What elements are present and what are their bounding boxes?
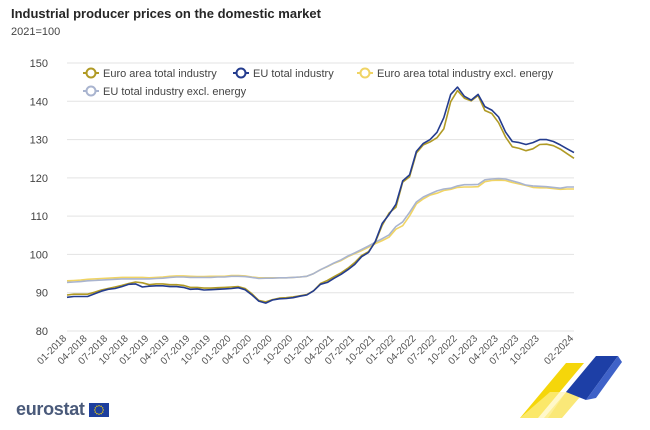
flag-star (100, 405, 102, 407)
y-tick-label: 80 (36, 326, 48, 338)
legend-label: Euro area total industry (103, 68, 217, 80)
flag-star (93, 408, 96, 411)
legend-label: EU total industry excl. energy (103, 86, 247, 98)
chart-title: Industrial producer prices on the domest… (11, 6, 321, 21)
y-tick-label: 130 (30, 135, 48, 147)
flag-star (97, 413, 100, 415)
y-tick-label: 150 (30, 58, 48, 70)
y-tick-label: 120 (30, 173, 48, 185)
legend[interactable]: Euro area total industry EU total industr… (83, 67, 554, 98)
legend-label: Euro area total industry excl. energy (377, 68, 554, 80)
y-tick-label: 140 (30, 96, 48, 108)
flag-star (102, 408, 104, 411)
series-group (66, 86, 575, 304)
series-line-1 (66, 86, 575, 304)
y-axis: 80 90 100 110 120 130 140 150 (30, 58, 48, 338)
series-line-3 (66, 177, 574, 284)
y-tick-label: 110 (30, 211, 48, 223)
legend-item-1[interactable]: EU total industry (233, 67, 334, 80)
flag-star (100, 412, 102, 414)
flag-star (94, 406, 96, 409)
legend-label: EU total industry (253, 68, 334, 80)
legend-item-2[interactable]: Euro area total industry excl. energy (357, 67, 554, 80)
legend-marker (85, 67, 97, 79)
flag-star (94, 410, 96, 413)
legend-marker (359, 67, 371, 79)
legend-marker (235, 67, 247, 79)
flag-star (95, 412, 98, 414)
eurostat-logo: eurostat (16, 399, 109, 420)
flag-star (101, 406, 103, 409)
logo-text: eurostat (16, 399, 85, 419)
y-tick-label: 100 (30, 249, 48, 261)
legend-item-0[interactable]: Euro area total industry (83, 67, 217, 80)
legend-item-3[interactable]: EU total industry excl. energy (83, 85, 247, 98)
grid (67, 62, 574, 332)
eu-flag-icon (88, 402, 109, 417)
chart-subtitle: 2021=100 (11, 26, 61, 38)
flag-star (97, 404, 100, 406)
y-tick-label: 90 (36, 288, 48, 300)
legend-marker (85, 85, 97, 97)
flag-star (101, 410, 103, 413)
flag-star (95, 405, 98, 407)
